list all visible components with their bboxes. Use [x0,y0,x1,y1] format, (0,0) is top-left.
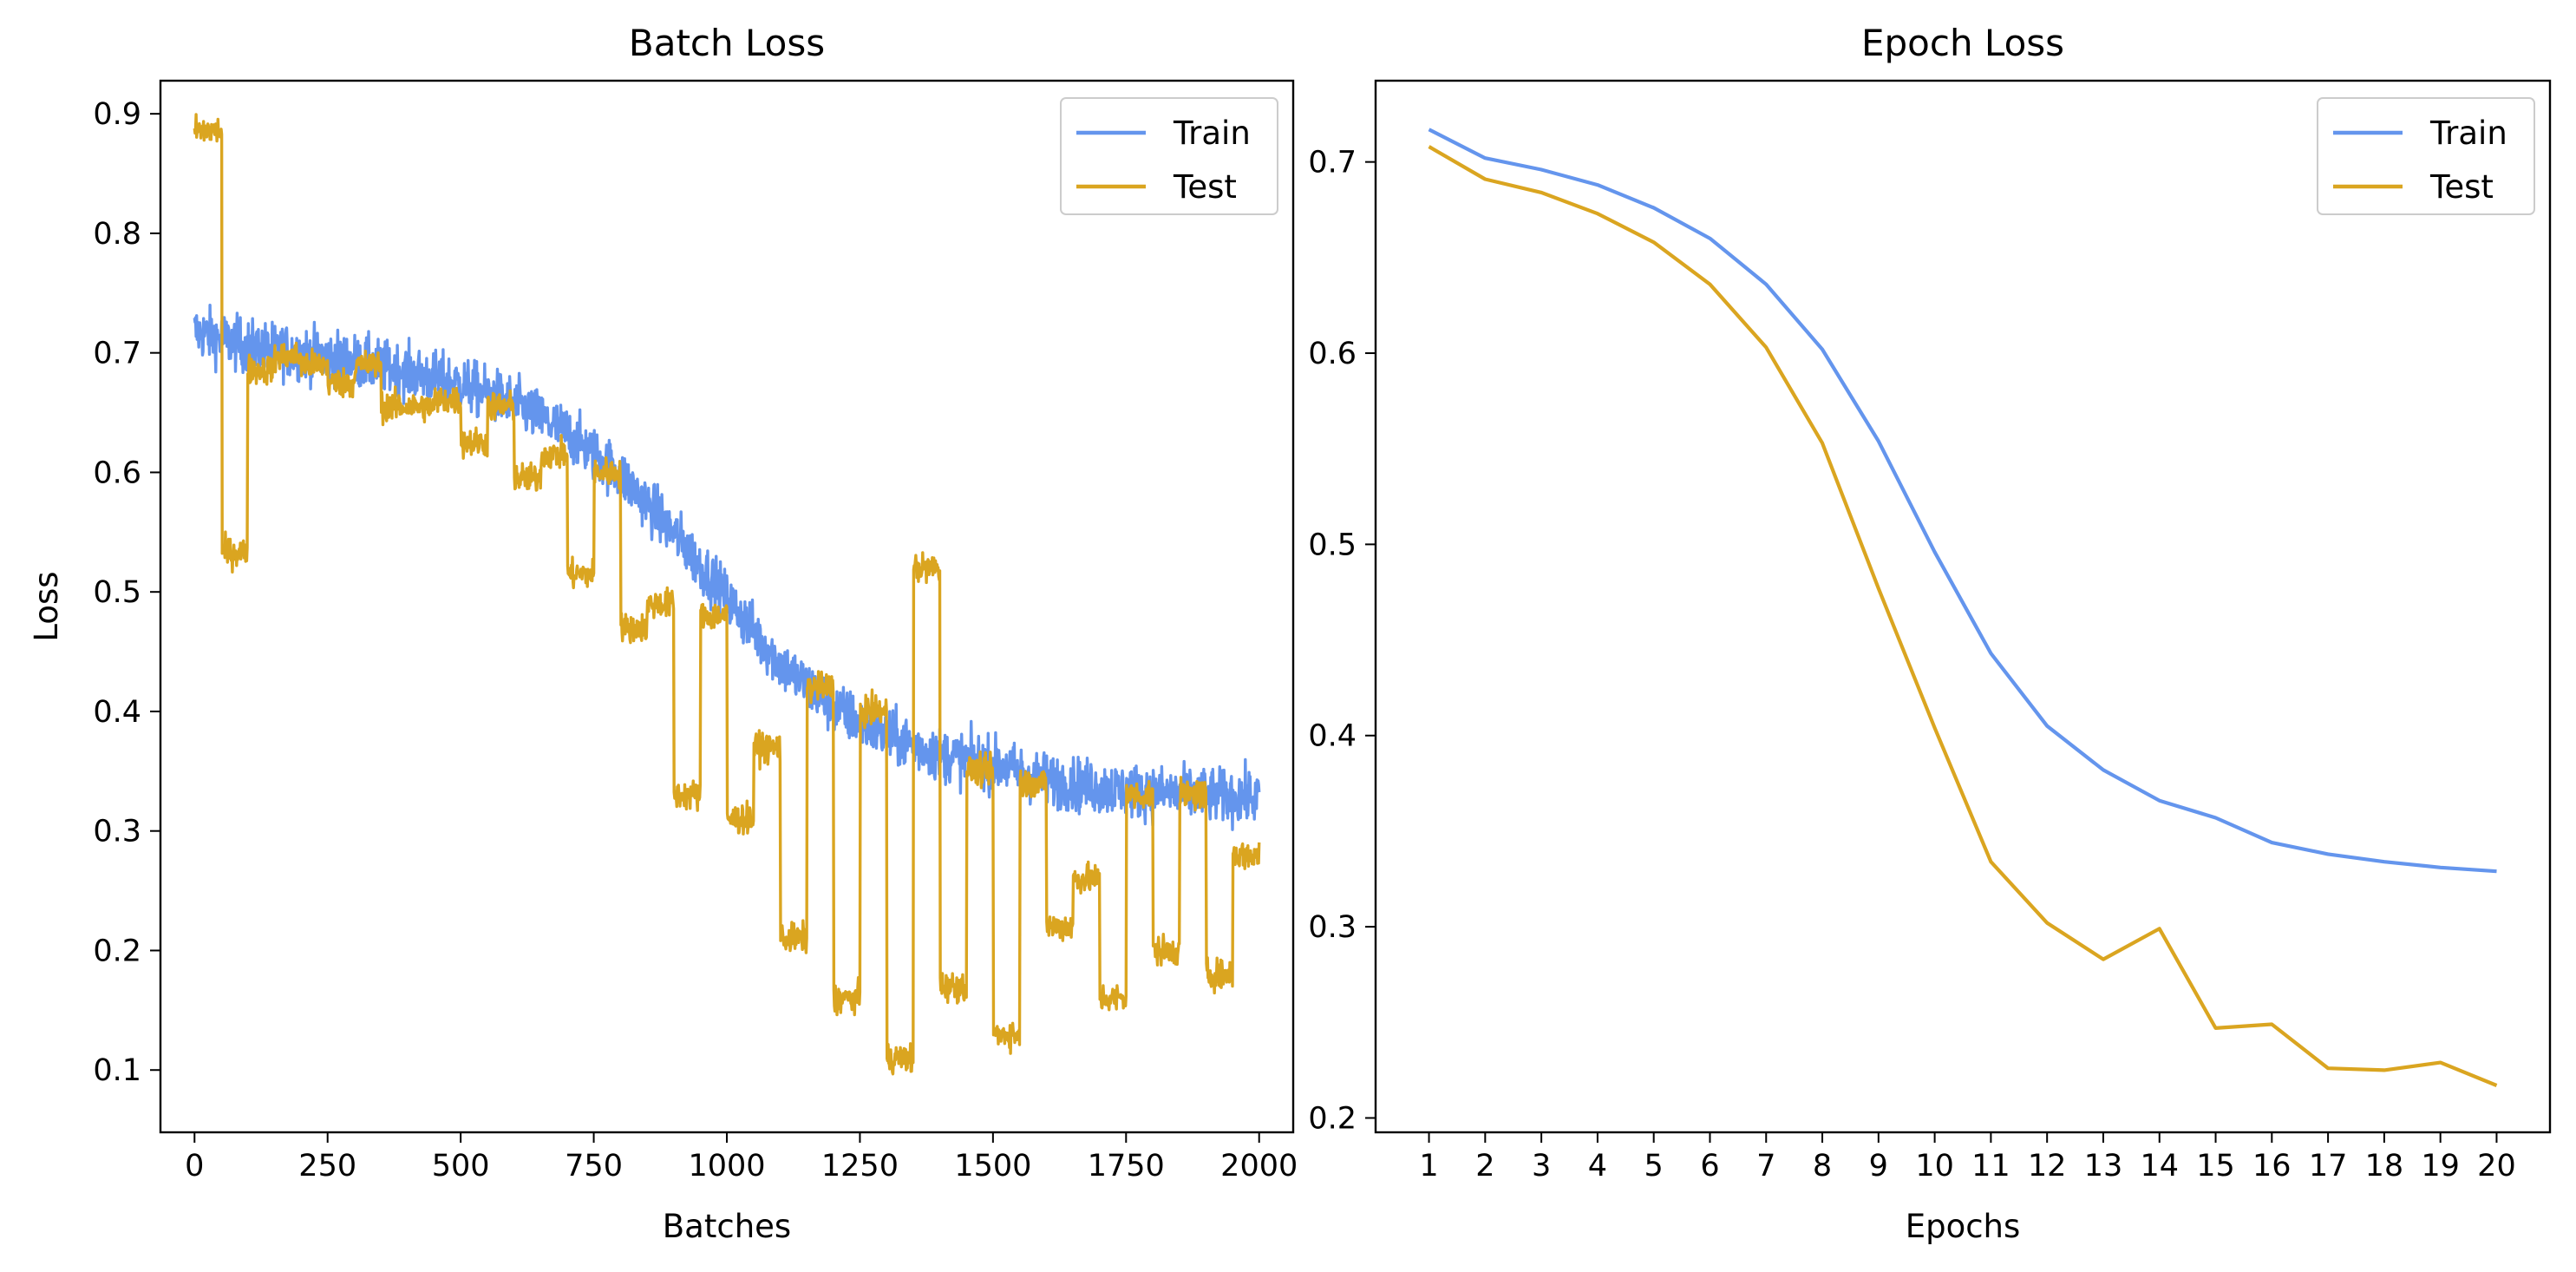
batch-x-tick-label: 750 [565,1149,623,1183]
epoch-x-tick-label: 17 [2309,1149,2348,1183]
epoch-x-tick-label: 12 [2028,1149,2067,1183]
epoch-y-tick-label: 0.4 [1308,719,1357,754]
epoch-x-tick-label: 8 [1813,1149,1832,1183]
batch-x-tick-label: 1750 [1088,1149,1165,1183]
epoch-x-tick-label: 1 [1419,1149,1438,1183]
batch-y-tick-label: 0.8 [93,217,141,252]
epoch-x-tick-label: 4 [1588,1149,1607,1183]
epoch-x-tick-label: 2 [1475,1149,1494,1183]
epoch-x-tick-label: 18 [2365,1149,2404,1183]
batch-x-tick-label: 0 [185,1149,204,1183]
epoch-series-lines [1428,128,2498,1087]
batch-x-tick-label: 1500 [954,1149,1031,1183]
epoch-y-tick-label: 0.6 [1308,337,1357,371]
batch-y-tick-label: 0.9 [93,97,141,132]
batch-y-tick-label: 0.7 [93,337,141,371]
batch-y-tick-label: 0.4 [93,695,141,730]
batch-x-tick-label: 250 [298,1149,356,1183]
epoch-x-tick-label: 16 [2252,1149,2292,1183]
batch-y-axis-label: Loss [28,571,65,641]
batch-series-test-line [193,113,1261,1076]
batch-x-tick-label: 2000 [1220,1149,1298,1183]
epoch-axes-frame [1374,79,2552,1134]
batch-y-tick-label: 0.3 [93,815,141,849]
batch-legend: Train Test [1060,97,1278,215]
epoch-y-tick-label: 0.5 [1308,528,1357,562]
epoch-x-tick-label: 19 [2421,1149,2460,1183]
batch-x-tick-label: 500 [432,1149,490,1183]
epoch-x-tick-label: 20 [2477,1149,2516,1183]
epoch-y-tick-label: 0.2 [1308,1101,1357,1136]
batch-x-tick-label: 1000 [688,1149,765,1183]
batch-series-lines [193,113,1261,1076]
epoch-x-tick-label: 6 [1700,1149,1719,1183]
batch-y-tick-label: 0.2 [93,934,141,968]
epoch-x-tick-label: 14 [2140,1149,2179,1183]
epoch-legend: Train Test [2317,97,2535,215]
epoch-x-tick-label: 5 [1644,1149,1664,1183]
epoch-x-tick-label: 3 [1532,1149,1551,1183]
epoch-loss-panel: 1 2 3 4 5 6 7 8 9 10 11 12 13 14 15 16 17 18 19 200.20.30.4… [1308,22,2552,1245]
epoch-series-train-line [1428,128,2497,874]
batch-legend-label-test: Test [1173,168,1237,206]
epoch-x-axis-label: Epochs [1906,1208,2021,1245]
epoch-legend-label-train: Train [2429,115,2507,152]
batch-y-tick-label: 0.1 [93,1053,141,1088]
batch-y-tick-label: 0.6 [93,456,141,490]
epoch-chart-title: Epoch Loss [1861,22,2064,64]
batch-legend-label-train: Train [1173,115,1251,152]
epoch-y-tick-label: 0.3 [1308,910,1357,945]
batch-y-tick-label: 0.5 [93,575,141,610]
batch-series-train-line [193,304,1261,831]
epoch-x-tick-label: 13 [2084,1149,2123,1183]
batch-chart-title: Batch Loss [629,22,825,64]
epoch-x-tick-label: 7 [1756,1149,1775,1183]
epoch-x-tick-label: 10 [1915,1149,1954,1183]
epoch-x-tick-label: 9 [1869,1149,1888,1183]
batch-loss-panel: 0 250 500 750 1000 1250 1500 1750 2000 0.1 0.2 0.3 0… [28,22,1298,1245]
epoch-series-test-line [1428,145,2498,1087]
epoch-y-tick-label: 0.7 [1308,146,1357,180]
batch-x-axis-label: Batches [663,1208,791,1245]
epoch-x-tick-label: 11 [1971,1149,2010,1183]
batch-x-tick-label: 1250 [821,1149,899,1183]
epoch-legend-label-test: Test [2429,168,2494,206]
epoch-x-tick-label: 15 [2196,1149,2235,1183]
